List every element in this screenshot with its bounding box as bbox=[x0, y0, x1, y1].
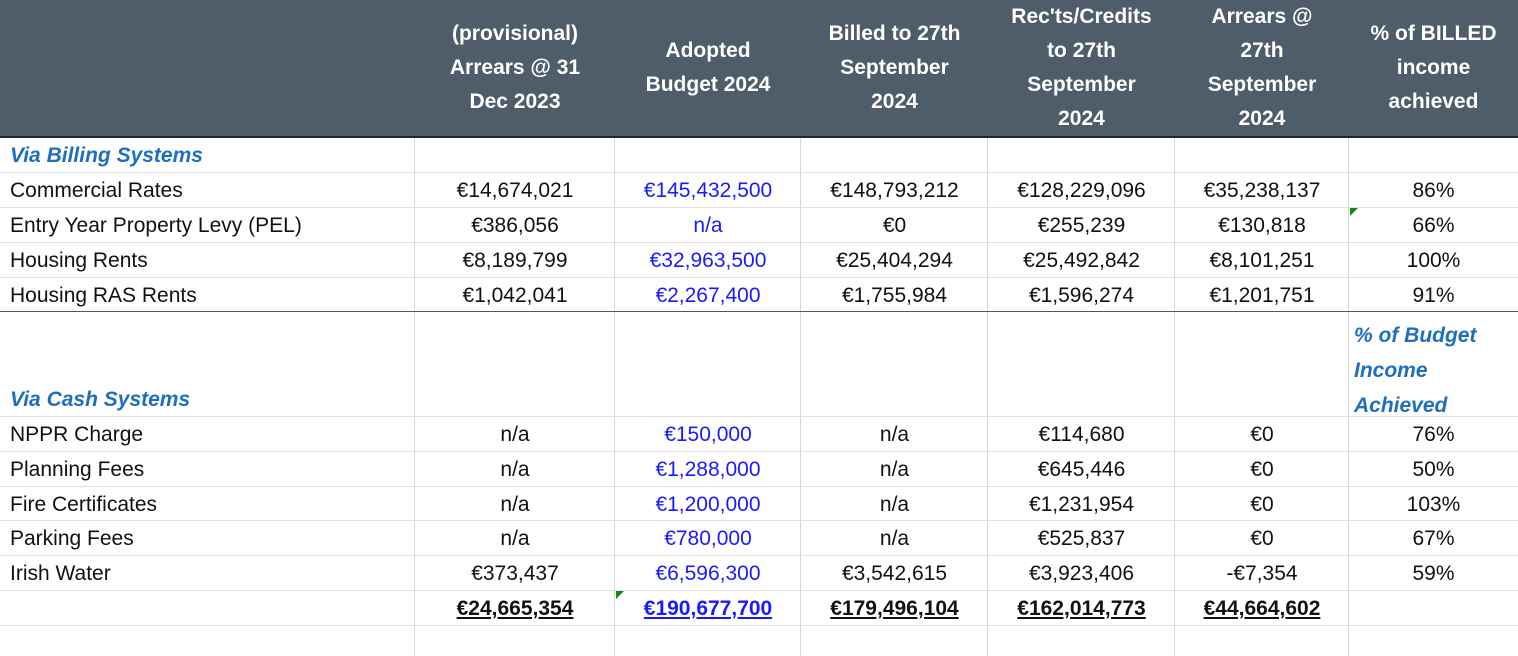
cell-arrears-2023: n/a bbox=[500, 492, 530, 516]
gridline bbox=[0, 520, 1518, 521]
row-label: Entry Year Property Levy (PEL) bbox=[10, 213, 302, 237]
cell-receipts: €525,837 bbox=[1037, 526, 1126, 550]
cell-arrears-2023: €386,056 bbox=[471, 213, 559, 237]
cell-billed: €25,404,294 bbox=[836, 248, 953, 272]
row-label: Commercial Rates bbox=[10, 178, 183, 202]
cell-arrears-sept: €35,238,137 bbox=[1203, 178, 1321, 202]
cell-pct: 67% bbox=[1412, 526, 1455, 550]
header-receipts: Rec'ts/Credits to 27th September 2024 bbox=[1011, 5, 1152, 130]
cell-budget: n/a bbox=[693, 213, 723, 237]
gridline bbox=[0, 486, 1518, 487]
cell-arrears-sept: -€7,354 bbox=[1226, 561, 1298, 585]
cell-billed: n/a bbox=[879, 457, 910, 481]
cell-arrears-sept: €0 bbox=[1250, 492, 1274, 516]
cell-arrears-2023: €373,437 bbox=[471, 561, 559, 585]
cell-billed: €3,542,615 bbox=[841, 561, 948, 585]
cell-arrears-2023: €14,674,021 bbox=[456, 178, 574, 202]
cell-pct: 66% bbox=[1412, 213, 1455, 237]
cell-budget: €1,200,000 bbox=[655, 492, 761, 516]
header-pct-billed: % of BILLED income achieved bbox=[1370, 22, 1497, 113]
cell-arrears-2023: €8,189,799 bbox=[462, 248, 568, 272]
row-label: Fire Certificates bbox=[10, 492, 158, 516]
cell-arrears-sept: €130,818 bbox=[1218, 213, 1306, 237]
cell-receipts: €114,680 bbox=[1038, 422, 1125, 446]
section-billing-systems: Via Billing Systems bbox=[10, 144, 203, 167]
cell-budget: €6,596,300 bbox=[655, 561, 761, 585]
cell-pct: 86% bbox=[1412, 178, 1455, 202]
cell-comment-marker bbox=[1350, 208, 1358, 216]
gridline bbox=[0, 207, 1518, 208]
cell-budget: €780,000 bbox=[664, 526, 752, 550]
total-billed: €179,496,104 bbox=[830, 596, 959, 620]
total-arrears-2023: €24,665,354 bbox=[456, 596, 574, 620]
cell-budget: €145,432,500 bbox=[643, 178, 773, 202]
cell-billed: n/a bbox=[879, 526, 910, 550]
cell-arrears-2023: €1,042,041 bbox=[462, 283, 568, 307]
total-budget: €190,677,700 bbox=[643, 596, 773, 620]
row-label: Parking Fees bbox=[10, 526, 134, 550]
cell-billed: n/a bbox=[879, 492, 910, 516]
cell-pct: 59% bbox=[1412, 561, 1455, 585]
cell-billed: €148,793,212 bbox=[830, 178, 959, 202]
gridline bbox=[1174, 138, 1175, 656]
cell-billed: n/a bbox=[879, 422, 910, 446]
gridline bbox=[987, 138, 988, 656]
gridline bbox=[414, 138, 415, 656]
cell-pct: 103% bbox=[1406, 492, 1461, 516]
cell-pct: 50% bbox=[1412, 457, 1455, 481]
cell-arrears-sept: €8,101,251 bbox=[1209, 248, 1315, 272]
row-label: Housing RAS Rents bbox=[10, 283, 197, 307]
cell-receipts: €1,596,274 bbox=[1028, 283, 1135, 307]
cell-receipts: €645,446 bbox=[1037, 457, 1126, 481]
cell-arrears-2023: n/a bbox=[500, 457, 530, 481]
header-arrears-sept: Arrears @ 27th September 2024 bbox=[1207, 5, 1317, 130]
cell-arrears-2023: n/a bbox=[500, 422, 530, 446]
gridline bbox=[0, 172, 1518, 173]
cell-pct: 76% bbox=[1412, 422, 1455, 446]
cell-budget: €32,963,500 bbox=[649, 248, 767, 272]
section-cash-systems: Via Cash Systems bbox=[10, 388, 191, 411]
section-divider bbox=[0, 311, 1518, 312]
gridline bbox=[0, 416, 1518, 417]
cell-receipts: €1,231,954 bbox=[1028, 492, 1135, 516]
cell-receipts: €128,229,096 bbox=[1017, 178, 1146, 202]
row-label: NPPR Charge bbox=[10, 422, 144, 446]
total-receipts: €162,014,773 bbox=[1017, 596, 1146, 620]
cell-pct: 100% bbox=[1406, 248, 1461, 272]
cell-arrears-sept: €0 bbox=[1250, 422, 1274, 446]
row-label: Irish Water bbox=[10, 561, 111, 585]
pct-budget-note: % of Budget Income Achieved bbox=[1354, 324, 1477, 417]
gridline bbox=[1348, 138, 1349, 656]
total-arrears-sept: €44,664,602 bbox=[1203, 596, 1321, 620]
gridline bbox=[614, 138, 615, 656]
cell-budget: €1,288,000 bbox=[655, 457, 761, 481]
cell-comment-marker bbox=[616, 591, 624, 599]
header-billed: Billed to 27th September 2024 bbox=[828, 22, 961, 113]
cell-budget: €2,267,400 bbox=[655, 283, 761, 307]
header-arrears-2023: (provisional) Arrears @ 31 Dec 2023 bbox=[449, 22, 581, 113]
row-label: Housing Rents bbox=[10, 248, 148, 272]
cell-budget: €150,000 bbox=[664, 422, 752, 446]
gridline bbox=[0, 451, 1518, 452]
cell-receipts: €3,923,406 bbox=[1028, 561, 1135, 585]
cell-receipts: €25,492,842 bbox=[1023, 248, 1140, 272]
gridline bbox=[800, 138, 801, 656]
cell-arrears-sept: €1,201,751 bbox=[1209, 283, 1315, 307]
table-header: (provisional) Arrears @ 31 Dec 2023 Adop… bbox=[0, 0, 1518, 138]
gridline bbox=[0, 590, 1518, 591]
cell-arrears-2023: n/a bbox=[500, 526, 530, 550]
cell-billed: €1,755,984 bbox=[841, 283, 948, 307]
gridline bbox=[0, 625, 1518, 626]
gridline bbox=[0, 277, 1518, 278]
cell-arrears-sept: €0 bbox=[1250, 526, 1274, 550]
cell-billed: €0 bbox=[882, 213, 907, 237]
cell-receipts: €255,239 bbox=[1037, 213, 1126, 237]
row-label: Planning Fees bbox=[10, 457, 145, 481]
header-budget-2024: Adopted Budget 2024 bbox=[645, 39, 771, 96]
gridline bbox=[0, 555, 1518, 556]
gridline bbox=[0, 242, 1518, 243]
cell-pct: 91% bbox=[1412, 283, 1455, 307]
cell-arrears-sept: €0 bbox=[1250, 457, 1274, 481]
